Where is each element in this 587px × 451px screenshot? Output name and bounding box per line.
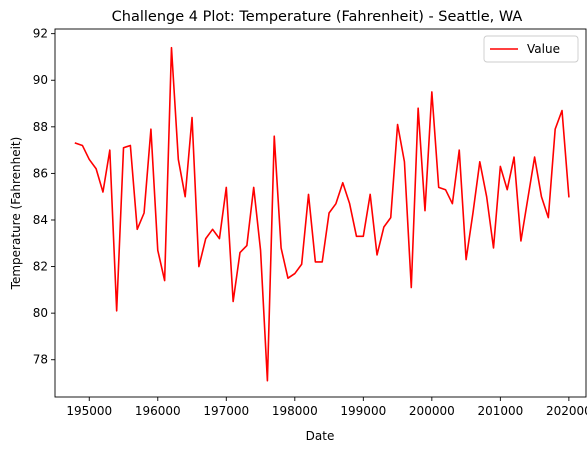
y-axis-ticks: 78 80 82 84 86 88 90 92 [33, 27, 55, 367]
legend-label-value: Value [527, 42, 560, 56]
plot-area [74, 46, 570, 382]
x-tick-label: 201000 [477, 404, 523, 418]
series-line-value [74, 46, 570, 382]
x-tick-label: 196000 [135, 404, 181, 418]
x-tick-label: 197000 [203, 404, 249, 418]
y-tick-label: 84 [33, 213, 48, 227]
legend: Value [483, 35, 579, 63]
x-tick-label: 199000 [340, 404, 386, 418]
x-axis-ticks: 195000 196000 197000 198000 199000 200000 2010… [66, 397, 587, 418]
y-tick-label: 86 [33, 166, 48, 180]
x-tick-label: 202000 [546, 404, 587, 418]
x-tick-label: 198000 [272, 404, 318, 418]
y-tick-label: 90 [33, 73, 48, 87]
y-axis-label: Temperature (Fahrenheit) [9, 137, 23, 291]
y-tick-label: 80 [33, 306, 48, 320]
y-tick-label: 92 [33, 27, 48, 41]
x-tick-label: 195000 [66, 404, 112, 418]
legend-box [483, 35, 579, 63]
chart-title: Challenge 4 Plot: Temperature (Fahrenhei… [112, 9, 523, 25]
y-tick-label: 88 [33, 120, 48, 134]
x-tick-label: 200000 [409, 404, 455, 418]
y-tick-label: 82 [33, 260, 48, 274]
x-axis-label: Date [306, 429, 335, 443]
axes-frame [54, 28, 587, 398]
y-tick-label: 78 [33, 353, 48, 367]
